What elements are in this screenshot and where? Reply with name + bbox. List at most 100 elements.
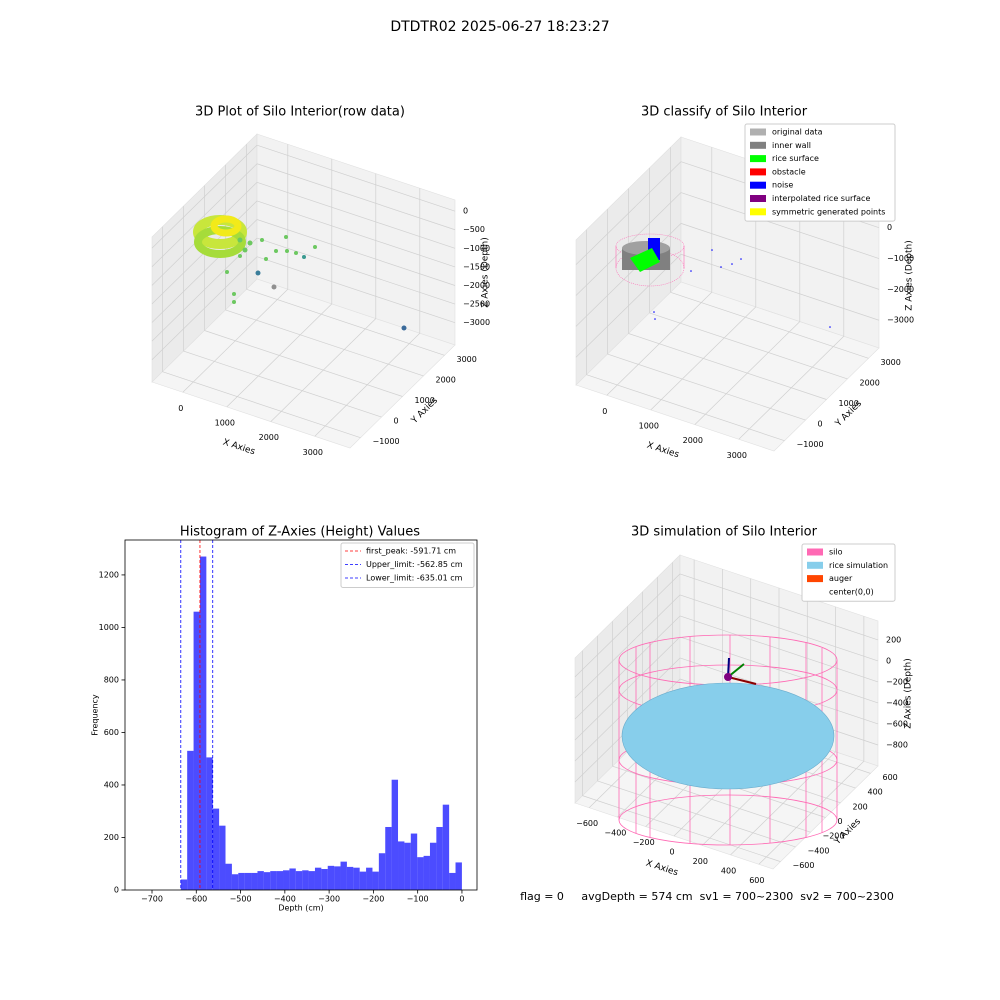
bar — [378, 853, 386, 890]
grid-line — [586, 374, 785, 442]
bar — [289, 868, 296, 890]
legend-label: symmetric generated points — [772, 207, 885, 216]
chart-title: 3D simulation of Silo Interior — [631, 525, 818, 540]
grid-line — [151, 144, 258, 249]
grid-line — [649, 312, 848, 380]
y-tick-label: 0 — [394, 417, 399, 426]
legend-swatch — [807, 575, 823, 583]
bar — [385, 826, 392, 890]
x-tick-label: −700 — [141, 895, 163, 904]
y-tick-label: 800 — [104, 675, 119, 684]
legend-label: Lower_limit: -635.01 cm — [366, 574, 463, 583]
bar — [283, 870, 290, 890]
grid-line — [183, 350, 382, 418]
legend-label: first_peak: -591.71 cm — [366, 547, 456, 556]
grid-line — [256, 200, 456, 268]
x-tick-label: −500 — [230, 895, 252, 904]
bar — [314, 867, 322, 890]
legend-swatch — [750, 155, 766, 163]
legend-swatch — [750, 168, 766, 176]
z-tick-label: 0 — [887, 223, 892, 232]
legend-swatch — [807, 588, 823, 596]
grid-line — [575, 161, 682, 265]
x-tick-label: 3000 — [727, 451, 747, 460]
z-tick-label: −1000 — [887, 254, 914, 263]
bar — [417, 857, 424, 890]
bar — [410, 833, 418, 890]
grid-line — [574, 615, 681, 720]
legend-label: interpolated rice surface — [772, 194, 870, 203]
bar — [244, 872, 252, 890]
grid-line — [612, 765, 811, 833]
y-tick-label: −400 — [808, 846, 830, 855]
grid-line — [256, 219, 456, 286]
legend-label: noise — [772, 181, 793, 190]
legend-label: inner wall — [772, 141, 811, 150]
x-tick-label: −100 — [407, 895, 429, 904]
z-tick-label: −2000 — [887, 285, 914, 294]
grid-line — [256, 144, 456, 212]
x-tick-label: −600 — [185, 895, 207, 904]
grid-line — [680, 192, 880, 259]
x-tick-label: −200 — [362, 895, 384, 904]
grid-line — [151, 163, 258, 267]
grid-line — [225, 309, 424, 377]
y-tick-label: 400 — [104, 780, 119, 789]
legend-label: rice surface — [772, 154, 819, 163]
bar — [238, 872, 245, 890]
y-tick-label: 1000 — [839, 399, 859, 408]
y-tick-label: 2000 — [860, 378, 880, 387]
bar — [199, 556, 207, 890]
bar — [423, 855, 430, 890]
y-tick-label: 0 — [114, 886, 119, 895]
y-tick-label: 600 — [104, 728, 119, 737]
bar — [270, 871, 277, 890]
grid-line — [256, 237, 456, 305]
z-tick-label: −3000 — [887, 316, 914, 325]
x-tick-label: 0 — [178, 404, 183, 413]
grid-line — [246, 288, 445, 356]
z-tick-label: 200 — [886, 635, 901, 644]
y-tick-label: 3000 — [881, 358, 901, 367]
y-tick-label: −600 — [793, 861, 815, 870]
y-tick-label: 600 — [883, 773, 898, 782]
bar — [257, 871, 264, 890]
z-tick-label: −2500 — [463, 300, 490, 309]
bar — [391, 779, 399, 890]
z-tick-label: −2000 — [463, 281, 490, 290]
grid-line — [628, 333, 827, 400]
footer: flag = 0 avgDepth = 574 cm sv1 = 700~230… — [520, 890, 894, 903]
x-tick-label: 2000 — [259, 433, 279, 442]
bar — [359, 871, 367, 890]
x-tick-label: 200 — [693, 857, 708, 866]
grid-line — [256, 182, 456, 249]
legend-label: silo — [829, 548, 843, 557]
grid-line — [679, 615, 879, 683]
z-tick-label: −1000 — [463, 244, 490, 253]
x-tick-label: 1000 — [215, 418, 235, 427]
legend-label: auger — [829, 574, 853, 583]
z-tick-label: −3000 — [463, 318, 490, 327]
bar — [219, 825, 226, 890]
chart-title: 3D Plot of Silo Interior(row data) — [195, 105, 405, 120]
z-tick-label: −400 — [886, 698, 908, 707]
bar — [398, 841, 405, 890]
bar — [404, 842, 411, 890]
legend-box — [801, 543, 896, 602]
grid-line — [582, 795, 781, 862]
bar — [436, 826, 443, 890]
bar — [308, 871, 315, 890]
legend-box — [340, 542, 475, 588]
y-tick-label: −1000 — [797, 440, 824, 449]
x-tick-label: 0 — [459, 895, 464, 904]
grid-line — [575, 253, 682, 358]
grid-line — [151, 256, 258, 360]
x-tick-label: 2000 — [683, 436, 703, 445]
z-axis-label: Z Axies (Depth) — [904, 658, 914, 729]
bar — [212, 808, 220, 890]
y-tick-label: 200 — [104, 833, 119, 842]
grid-line — [256, 256, 456, 324]
legend-label: center(0,0) — [829, 587, 874, 596]
bar — [366, 867, 373, 890]
